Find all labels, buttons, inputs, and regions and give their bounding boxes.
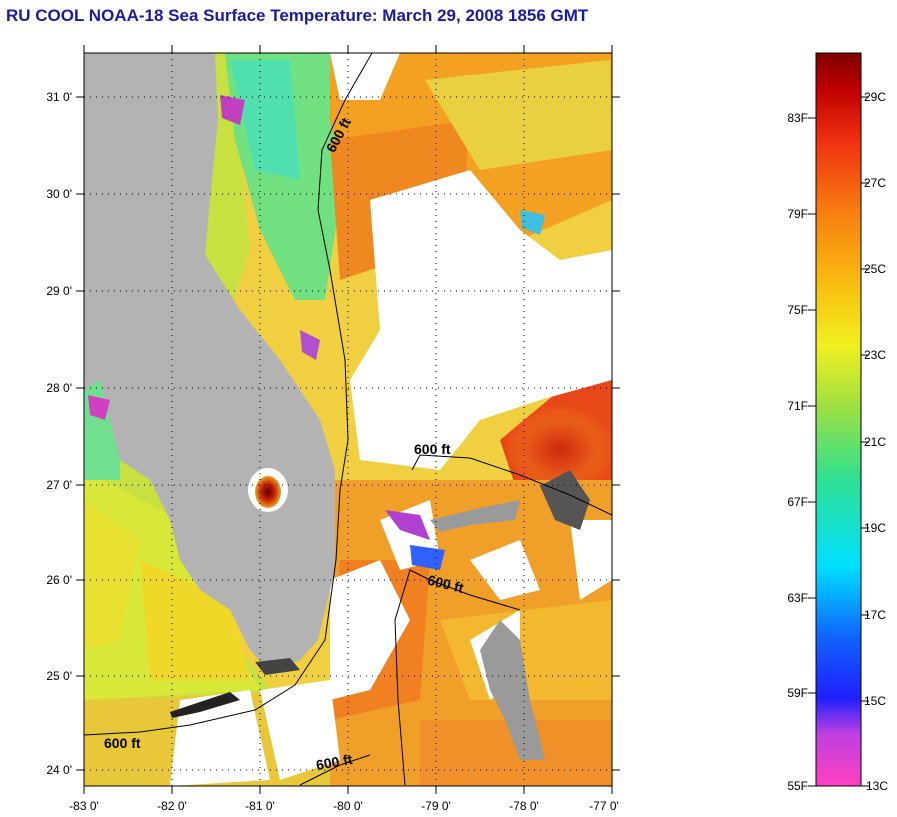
cb-f-label: 71F [787, 399, 808, 413]
colorbar [815, 52, 862, 787]
cb-c-label: 27C [864, 176, 886, 190]
cb-c-label: 13C [866, 779, 888, 793]
cb-c-label: 29C [864, 90, 886, 104]
lon-label-82: -82 0' [157, 799, 187, 813]
lat-label-31: 31 0' [46, 90, 72, 104]
lon-label-80: -80 0' [333, 799, 363, 813]
isobath-label-bahamas: 600 ft [414, 441, 451, 457]
sst-field [84, 53, 612, 786]
lat-label-30: 30 0' [46, 187, 72, 201]
lon-label-79: -79 0' [421, 799, 451, 813]
axis-ticks [76, 45, 620, 794]
lat-label-26: 26 0' [46, 573, 72, 587]
graticule [84, 53, 612, 786]
lat-label-29: 29 0' [46, 284, 72, 298]
cb-f-label: 63F [787, 591, 808, 605]
lat-label-27: 27 0' [46, 478, 72, 492]
lon-label-83: -83 0' [69, 799, 99, 813]
lon-label-77: -77 0' [589, 799, 619, 813]
cb-f-label: 67F [787, 495, 808, 509]
isobath-lines [84, 53, 612, 786]
latitude-labels: 31 0' 30 0' 29 0' 28 0' 27 0' 26 0' 25 0… [46, 90, 72, 777]
colorbar-ticks [808, 96, 869, 787]
cb-c-label: 19C [864, 521, 886, 535]
lat-label-24: 24 0' [46, 763, 72, 777]
cb-c-label: 25C [864, 262, 886, 276]
isobath-label-bottom: 600 ft [315, 751, 354, 773]
isobath-label-keys: 600 ft [104, 735, 141, 751]
lon-label-81: -81 0' [245, 799, 275, 813]
cb-c-label: 15C [864, 694, 886, 708]
colorbar-fahrenheit-labels: 83F 79F 75F 71F 67F 63F 59F 55F [787, 111, 808, 793]
cb-f-label: 79F [787, 207, 808, 221]
longitude-labels: -83 0' -82 0' -81 0' -80 0' -79 0' -78 0… [69, 799, 619, 813]
cb-f-label: 59F [787, 686, 808, 700]
cb-c-label: 23C [864, 348, 886, 362]
lat-label-28: 28 0' [46, 381, 72, 395]
cb-c-label: 21C [864, 435, 886, 449]
cb-f-label: 55F [787, 779, 808, 793]
cb-f-label: 75F [787, 303, 808, 317]
lat-label-25: 25 0' [46, 669, 72, 683]
cb-f-label: 83F [787, 111, 808, 125]
map-title: RU COOL NOAA-18 Sea Surface Temperature:… [6, 6, 589, 25]
colorbar-celsius-labels: 29C 27C 25C 23C 21C 19C 17C 15C 13C [864, 90, 888, 793]
lon-label-78: -78 0' [509, 799, 539, 813]
cb-c-label: 17C [864, 608, 886, 622]
